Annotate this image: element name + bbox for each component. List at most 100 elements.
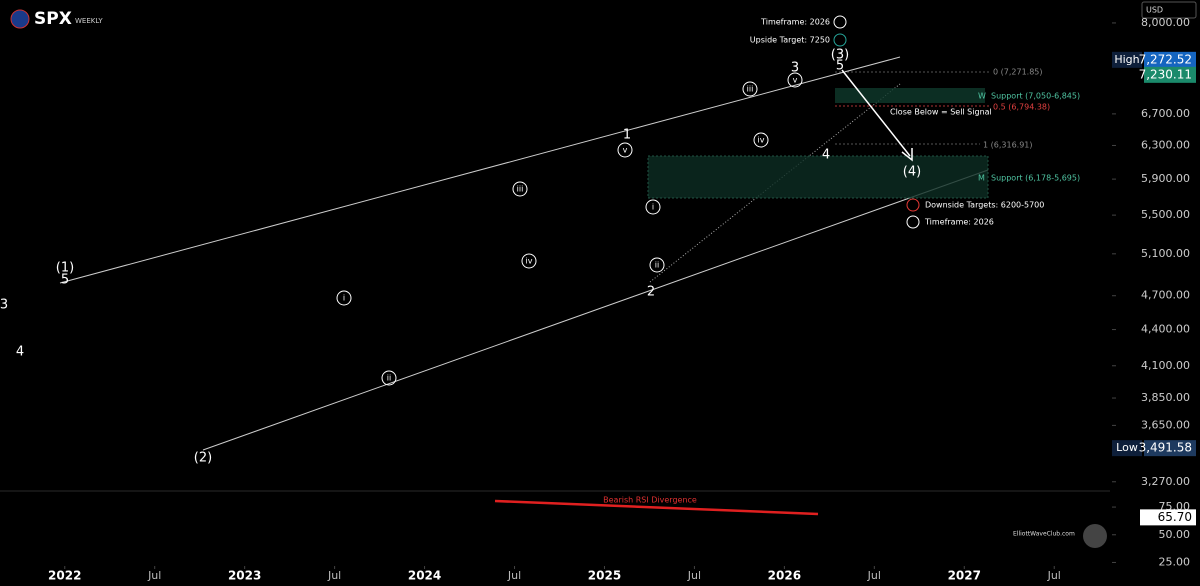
wave-circle [645, 199, 661, 215]
price-tag-box [1144, 66, 1196, 83]
wave-label: 5 [61, 273, 69, 288]
wave-label: (4) [903, 165, 921, 180]
wave-circle [521, 253, 537, 269]
target-icon [833, 33, 847, 47]
wave-label: (1) [56, 261, 74, 276]
currency-box[interactable] [1141, 1, 1197, 19]
y-tick-label: 6,700.00 [1141, 107, 1190, 120]
zone-letter: M [978, 174, 985, 183]
x-tick-label: Jul [327, 569, 341, 582]
m-support-zone [647, 155, 989, 199]
x-tick-label: Jul [1047, 569, 1061, 582]
wave-label: 2 [647, 285, 655, 300]
annotation: Timeframe: 2026 [760, 18, 830, 27]
last-value: 65.70 [1158, 510, 1192, 524]
y-tick-label: 3,850.00 [1141, 391, 1190, 404]
price-tag: 3,491.58 [1139, 441, 1192, 455]
wave-label: i [652, 203, 654, 212]
x-tick-label: Jul [507, 569, 521, 582]
x-tick-label: Jul [687, 569, 701, 582]
wave-label: v [793, 76, 798, 85]
y-tick-label: 4,100.00 [1141, 359, 1190, 372]
wave-circle [787, 72, 803, 88]
subtitle: WEEKLY [75, 17, 103, 25]
wave-label: 3 [0, 298, 8, 313]
wave-circle [512, 181, 528, 197]
wave-label: 3 [791, 61, 799, 76]
price-tag: 7,230.11 [1139, 67, 1192, 81]
wave-label: 4 [822, 148, 830, 163]
annotation: Timeframe: 2026 [924, 218, 994, 227]
w-support-zone [835, 88, 985, 103]
price-tag-name: Low [1116, 441, 1138, 454]
annotation: Upside Target: 7250 [750, 36, 830, 45]
wave-label: ii [655, 261, 659, 270]
annotation: Downside Targets: 6200-5700 [925, 201, 1044, 210]
y-tick-label: 4,700.00 [1141, 289, 1190, 302]
last-value-box [1140, 509, 1196, 526]
wave-label: iv [758, 136, 765, 145]
channel-lower [202, 169, 989, 451]
y-tick-label: 3,270.00 [1141, 475, 1190, 488]
clock-icon [906, 215, 920, 229]
y-tick-label: 50.00 [1159, 528, 1191, 541]
wave-circle [753, 132, 769, 148]
zone-label: Support (6,178-5,695) [991, 174, 1080, 183]
y-tick-label: 25.00 [1159, 555, 1191, 568]
fib-label: 1 (6,316.91) [983, 141, 1033, 150]
y-tick-label: 8,000.00 [1141, 16, 1190, 29]
y-tick-label: 6,300.00 [1141, 138, 1190, 151]
fib-label: 0.5 (6,794.38) [993, 103, 1050, 112]
target-icon [906, 198, 920, 212]
zone-label: Support (7,050-6,845) [991, 92, 1080, 101]
wave-label: 1 [623, 128, 631, 143]
annotation: Close Below = Sell Signal [890, 108, 992, 117]
zone-letter: W [978, 92, 986, 101]
rsi-annotation: Bearish RSI Divergence [603, 496, 697, 505]
arrow [841, 69, 911, 157]
y-tick-label: 4,400.00 [1141, 323, 1190, 336]
clock-icon [833, 15, 847, 29]
price-tag-box [1144, 51, 1196, 68]
fib-label: 0 (7,271.85) [993, 68, 1043, 77]
divergence-line [494, 499, 819, 516]
wave-label: (2) [194, 451, 212, 466]
wave-label: v [623, 146, 628, 155]
title: SPX [34, 9, 72, 29]
watermark-logo [1083, 524, 1107, 548]
wave-circle [742, 81, 758, 97]
wave-label: iv [526, 257, 533, 266]
channel-upper [59, 56, 901, 284]
x-tick-label: 2022 [48, 569, 81, 583]
wave-circle [617, 142, 633, 158]
wave-label: ii [387, 374, 391, 383]
wave-labels: 3 4 (1) 5 i ii (2) iii iv 1 v i ii 2 iii… [0, 48, 921, 466]
x-tick-label: 2025 [588, 569, 621, 583]
y-tick-label: 5,100.00 [1141, 247, 1190, 260]
currency[interactable]: USD [1146, 6, 1163, 15]
price-tag-name-box [1112, 51, 1142, 68]
y-tick-label: 3,650.00 [1141, 418, 1190, 431]
price-tag-name-box [1112, 440, 1142, 457]
x-tick-label: Jul [147, 569, 161, 582]
x-tick-label: Jul [867, 569, 881, 582]
wave-label: 5 [836, 59, 844, 74]
y-tick-label: 5,500.00 [1141, 208, 1190, 221]
price-tag-name: High [1114, 53, 1139, 66]
y-tick-label: 5,900.00 [1141, 172, 1190, 185]
wave-label: i [343, 294, 345, 303]
arrow-head [901, 148, 913, 162]
wave-label: 4 [16, 345, 24, 360]
x-tick-label: 2023 [228, 569, 261, 583]
wave-circle [381, 370, 397, 386]
wave-circle [336, 290, 352, 306]
price-tag: 7,272.52 [1139, 52, 1192, 66]
watermark: ElliottWaveClub.com [1013, 531, 1075, 538]
x-tick-label: 2027 [948, 569, 981, 583]
wave-circle [649, 257, 665, 273]
x-tick-label: 2024 [408, 569, 441, 583]
flag-icon [10, 9, 30, 29]
price-tag-box [1144, 440, 1196, 457]
